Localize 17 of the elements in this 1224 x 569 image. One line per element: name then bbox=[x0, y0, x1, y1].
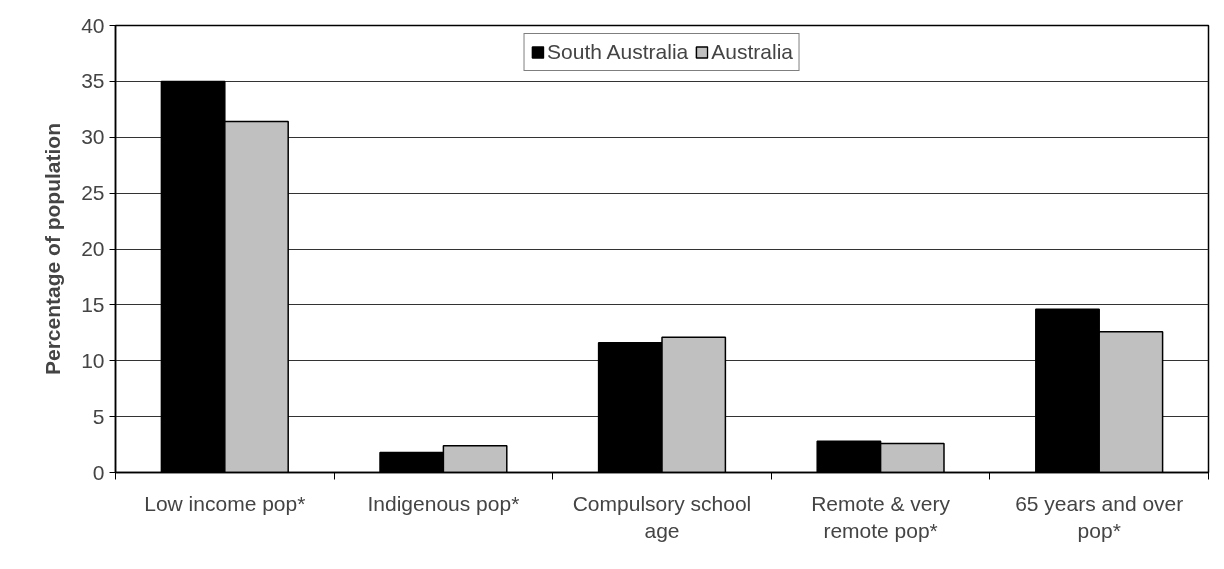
y-tick-label: 35 bbox=[81, 69, 105, 93]
y-tick-label: 30 bbox=[81, 125, 105, 149]
y-tick-label: 10 bbox=[81, 348, 105, 372]
legend-label: Australia bbox=[711, 40, 793, 64]
y-tick-label: 15 bbox=[81, 292, 105, 316]
y-tick-label: 25 bbox=[81, 181, 105, 205]
x-tick-label: Remote & very remote pop* bbox=[811, 491, 951, 543]
y-tick-label: 20 bbox=[81, 237, 105, 260]
y-tick-label: 0 bbox=[92, 460, 105, 484]
x-tick-label: Indigenous pop* bbox=[367, 491, 520, 515]
y-tick-label: 40 bbox=[81, 13, 105, 37]
x-tick-label: Compulsory school age bbox=[572, 491, 752, 543]
y-axis-title: Percentage of population bbox=[41, 122, 65, 376]
legend-label: South Australia bbox=[547, 40, 689, 64]
x-tick-label: 65 years and over pop* bbox=[1015, 491, 1184, 543]
x-tick-label: Low income pop* bbox=[144, 491, 306, 515]
y-tick-label: 5 bbox=[92, 404, 105, 428]
